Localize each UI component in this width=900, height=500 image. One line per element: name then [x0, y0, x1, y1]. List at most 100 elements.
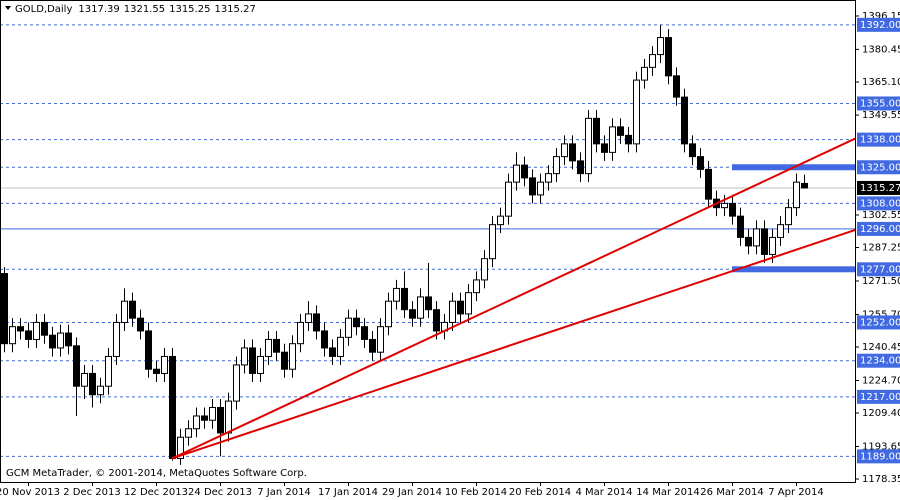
candle-body	[497, 215, 504, 226]
candle-body	[329, 347, 336, 357]
candle-body	[777, 224, 784, 238]
y-tick-label: 1255.70	[862, 310, 900, 321]
trendline	[171, 229, 856, 460]
level-label-box	[857, 160, 900, 175]
header-low: 1315.25	[169, 4, 210, 15]
candle-body	[417, 296, 424, 319]
candle-body	[41, 321, 48, 336]
x-tick-label: 2 Dec 2013	[63, 487, 121, 498]
candle-body	[121, 300, 128, 323]
y-tick-label: 1193.65	[862, 441, 900, 452]
y-tick-label: 1380.45	[862, 44, 900, 55]
candle-body	[193, 415, 200, 430]
candle-body	[737, 215, 744, 238]
candle-body	[81, 372, 88, 387]
candle-body	[369, 338, 376, 353]
x-tick-label: 20 Feb 2014	[509, 487, 571, 498]
candle-body	[289, 343, 296, 370]
candle-body	[593, 117, 600, 145]
candle-body	[273, 338, 280, 353]
candle-body	[753, 228, 760, 247]
time-axis-panel	[0, 482, 900, 500]
candle-body	[457, 300, 464, 315]
level-label: 1277.00	[860, 264, 900, 275]
candle-body	[449, 300, 456, 323]
candle-body	[113, 321, 120, 357]
candle-body	[697, 156, 704, 170]
level-label: 1217.00	[860, 392, 900, 403]
level-label: 1355.00	[860, 98, 900, 109]
candle-body	[617, 126, 624, 136]
current-price-label: 1315.27	[860, 183, 900, 194]
candle-body	[769, 236, 776, 255]
candle-body	[73, 345, 80, 387]
candle-body	[17, 326, 24, 332]
candle-body	[721, 202, 728, 209]
candle-body	[505, 181, 512, 217]
level-label-box	[857, 221, 900, 236]
level-label-box	[857, 96, 900, 111]
candle-body	[377, 326, 384, 353]
y-tick-label: 1240.45	[862, 342, 900, 353]
current-price-box	[857, 180, 900, 195]
candle-body	[185, 428, 192, 438]
candle-body	[361, 326, 368, 340]
level-label-box	[857, 389, 900, 404]
candle-body	[425, 296, 432, 311]
candle-body	[145, 330, 152, 370]
candle-body	[249, 347, 256, 374]
candle-body	[585, 117, 592, 175]
symbol: GOLD,Daily	[15, 4, 72, 15]
candle-body	[49, 334, 56, 349]
candle-body	[625, 134, 632, 145]
candle-body	[793, 181, 800, 209]
y-tick-label: 1349.55	[862, 110, 900, 121]
candle-body	[633, 79, 640, 145]
candle-body	[201, 415, 208, 421]
y-tick-label: 1287.25	[862, 243, 900, 254]
candle-body	[609, 126, 616, 153]
candle-body	[481, 258, 488, 281]
candle-body	[601, 143, 608, 153]
x-tick-label: 17 Jan 2014	[318, 487, 378, 498]
header-close: 1315.27	[214, 4, 255, 15]
x-tick-label: 14 Mar 2014	[636, 487, 699, 498]
candle-body	[305, 313, 312, 323]
plot-frame	[0, 0, 856, 483]
candle-body	[57, 332, 64, 349]
x-tick-label: 26 Mar 2014	[700, 487, 763, 498]
candle-body	[489, 224, 496, 260]
candle-body	[105, 355, 112, 387]
candle-body	[473, 279, 480, 294]
candle-body	[209, 406, 216, 421]
x-tick-label: 7 Jan 2014	[257, 487, 311, 498]
candle-body	[729, 202, 736, 217]
candle-body	[513, 164, 520, 183]
candle-body	[257, 355, 264, 374]
chart-header: GOLD,Daily 1317.39 1321.55 1315.25 1315.27	[15, 4, 256, 15]
x-tick-label: 12 Dec 2013	[124, 487, 188, 498]
candle-body	[705, 168, 712, 200]
candle-body	[657, 37, 664, 56]
candle-body	[673, 75, 680, 98]
price-axis-panel	[855, 0, 900, 500]
dropdown-icon[interactable]	[5, 6, 11, 10]
x-tick-label: 29 Jan 2014	[382, 487, 442, 498]
level-label: 1234.00	[860, 356, 900, 367]
candle-body	[433, 309, 440, 332]
y-tick-label: 1271.50	[862, 276, 900, 287]
candle-body	[9, 326, 16, 345]
header-high: 1321.55	[124, 4, 165, 15]
candle-body	[569, 143, 576, 162]
candle-body	[233, 364, 240, 402]
level-label: 1325.00	[860, 162, 900, 173]
candle-body	[521, 164, 528, 179]
candle-body	[761, 228, 768, 255]
level-label: 1308.00	[860, 198, 900, 209]
level-highlight	[732, 266, 855, 273]
level-label: 1296.00	[860, 224, 900, 235]
level-label: 1392.00	[860, 20, 900, 31]
candle-body	[241, 347, 248, 366]
candle-body	[297, 321, 304, 345]
